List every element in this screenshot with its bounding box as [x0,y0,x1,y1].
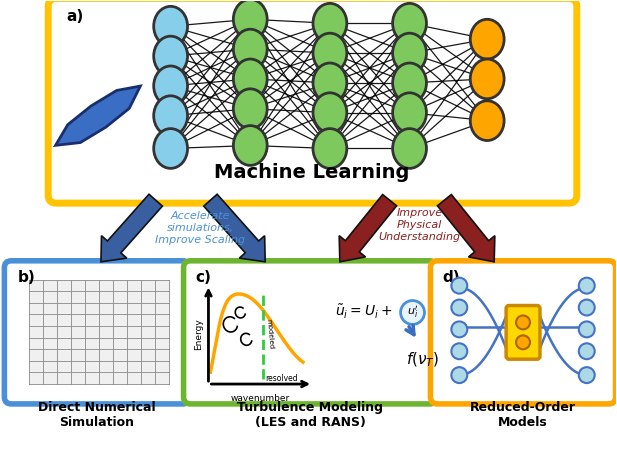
Circle shape [579,300,595,315]
Text: wavenumber: wavenumber [231,394,291,403]
Circle shape [452,343,467,359]
FancyBboxPatch shape [506,306,540,359]
Text: Energy: Energy [194,319,204,350]
Text: a): a) [66,9,83,24]
Ellipse shape [313,3,347,43]
Circle shape [452,300,467,315]
Ellipse shape [154,36,188,76]
Text: $\tilde{u}_i = U_i +$: $\tilde{u}_i = U_i +$ [335,303,392,322]
Text: Machine Learning: Machine Learning [214,163,410,182]
Text: b): b) [17,270,35,285]
Ellipse shape [392,33,426,73]
Polygon shape [437,195,495,262]
Ellipse shape [154,6,188,46]
Ellipse shape [470,19,504,59]
Ellipse shape [392,63,426,103]
Ellipse shape [154,66,188,106]
Text: d): d) [442,270,460,285]
Ellipse shape [392,93,426,133]
Polygon shape [101,194,162,262]
FancyBboxPatch shape [431,261,616,404]
Ellipse shape [313,93,347,133]
Circle shape [579,278,595,293]
Ellipse shape [470,101,504,141]
Ellipse shape [470,59,504,99]
Bar [29,280,168,384]
Text: resolved: resolved [265,374,298,383]
Circle shape [452,367,467,383]
Text: modeled: modeled [265,319,274,350]
Text: Accelerate
simulations,
Improve Scaling: Accelerate simulations, Improve Scaling [155,212,246,244]
Polygon shape [56,86,140,145]
Ellipse shape [392,3,426,43]
Ellipse shape [313,63,347,103]
FancyBboxPatch shape [48,0,577,203]
Ellipse shape [233,0,267,39]
Ellipse shape [313,128,347,168]
Ellipse shape [233,59,267,99]
Circle shape [452,321,467,337]
Text: Improve
Physical
Understanding: Improve Physical Understanding [378,208,460,242]
Ellipse shape [233,29,267,69]
Circle shape [579,343,595,359]
Text: $u_i'$: $u_i'$ [407,304,418,320]
Circle shape [400,301,424,324]
Ellipse shape [154,96,188,136]
Ellipse shape [392,128,426,168]
Ellipse shape [313,33,347,73]
Polygon shape [339,195,397,262]
Circle shape [516,335,530,349]
Text: Reduced-Order
Models: Reduced-Order Models [470,401,576,429]
Polygon shape [204,194,265,262]
Text: Direct Numerical
Simulation: Direct Numerical Simulation [38,401,155,429]
Text: Turbulence Modeling
(LES and RANS): Turbulence Modeling (LES and RANS) [237,401,383,429]
Text: $f(\nu_T)$: $f(\nu_T)$ [406,351,439,369]
Ellipse shape [233,126,267,165]
Circle shape [516,315,530,329]
Text: c): c) [196,270,212,285]
Circle shape [452,278,467,293]
FancyBboxPatch shape [184,261,436,404]
Circle shape [579,367,595,383]
Ellipse shape [154,128,188,168]
Circle shape [579,321,595,337]
Ellipse shape [233,89,267,128]
FancyBboxPatch shape [4,261,189,404]
